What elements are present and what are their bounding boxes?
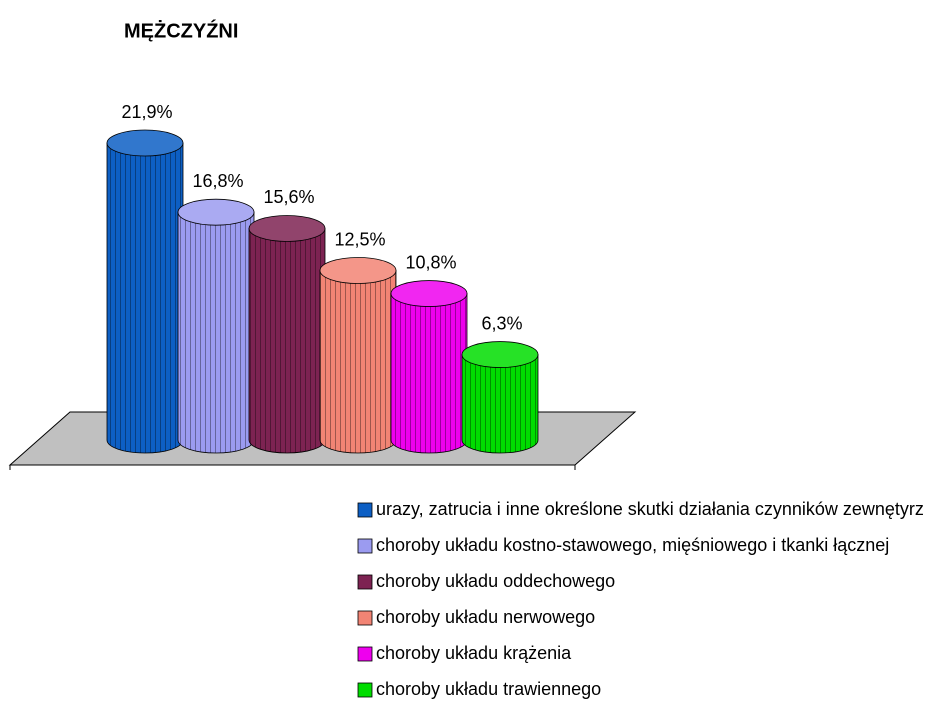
legend-swatch [357,682,373,698]
legend-swatch [357,610,373,626]
cylinder-stripes [391,293,467,453]
legend-label: choroby układu oddechowego [376,571,615,591]
legend-swatch [357,502,373,518]
value-label: 6,3% [481,313,522,333]
cylinder-stripes [320,270,396,453]
value-label: 12,5% [334,229,385,249]
legend-swatch [357,646,373,662]
cylinder [106,129,184,454]
value-label: 15,6% [263,187,314,207]
legend-label: choroby układu krążenia [376,643,572,663]
cylinder-stripes [249,228,325,453]
cylinder [177,198,255,454]
value-label: 10,8% [405,252,456,272]
legend-label: choroby układu kostno-stawowego, mięśnio… [376,535,889,555]
legend-swatch [357,574,373,590]
cylinder-top [319,257,397,284]
cylinder [319,257,397,454]
value-label: 16,8% [192,171,243,191]
cylinder-top [177,198,255,226]
cylinder-stripes [178,212,254,453]
cylinder-stripes [107,143,183,453]
cylinder-stripes [462,354,538,453]
cylinder [248,215,326,454]
cylinder [390,280,468,454]
cylinder-top [106,129,184,157]
legend-swatch [357,538,373,554]
value-label: 21,9% [121,102,172,122]
legend-label: choroby układu trawiennego [376,679,601,699]
legend-label: choroby układu nerwowego [376,607,595,627]
cylinder-top [461,341,539,368]
cylinder-top [248,215,326,242]
chart-title: MĘŻCZYŹNI [124,19,238,42]
legend-label: urazy, zatrucia i inne określone skutki … [376,499,925,519]
cylinder [461,341,539,454]
cylinder-top [390,280,468,307]
